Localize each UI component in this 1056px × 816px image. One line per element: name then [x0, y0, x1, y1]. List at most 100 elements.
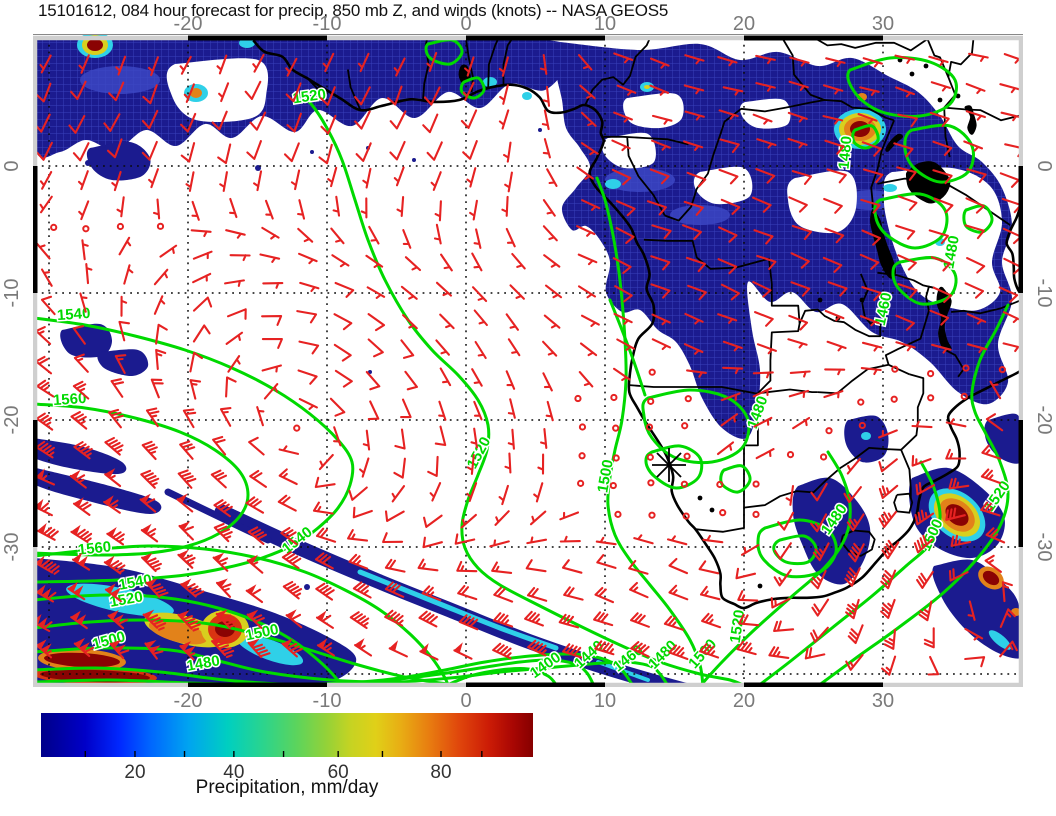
wind-barb: [819, 453, 828, 461]
contour-label: 1480: [836, 135, 856, 170]
wind-barb: [594, 640, 615, 656]
wind-barb: [542, 85, 551, 107]
wind-barb: [314, 476, 336, 489]
wind-barb: [895, 314, 915, 331]
wind-barb: [826, 340, 847, 352]
wind-barb: [648, 368, 656, 376]
wind-barb: [527, 639, 547, 657]
wind-barb: [683, 84, 705, 95]
wind-barb: [860, 367, 882, 376]
wind-barb: [558, 613, 580, 629]
wind-barb: [314, 552, 334, 570]
wind-barb: [50, 223, 58, 232]
wind-barb: [810, 569, 827, 590]
wind-barb: [179, 440, 196, 460]
wind-barb: [68, 114, 86, 134]
precip-gap: [787, 170, 857, 234]
wind-barb: [281, 638, 303, 658]
wind-barb: [650, 255, 671, 271]
terrain-dot: [882, 249, 888, 255]
wind-barb: [895, 86, 916, 98]
wind-barb: [498, 484, 509, 506]
wind-barb: [897, 283, 918, 299]
wind-barb: [400, 339, 415, 359]
wind-barb: [434, 425, 447, 447]
wind-barb: [145, 578, 169, 598]
wind-barb: [542, 225, 558, 242]
wind-barb: [103, 113, 121, 132]
wind-barb: [686, 369, 707, 378]
wind-barb: [225, 331, 244, 345]
wind-barb: [505, 313, 519, 331]
wind-barb: [577, 54, 593, 71]
wind-barb: [499, 84, 509, 105]
colorbar-tick-label: 80: [430, 762, 451, 783]
wind-barb: [915, 481, 936, 496]
wind-barb: [752, 281, 772, 298]
height-contour-loop-1480: [903, 123, 975, 184]
wind-barb: [610, 393, 618, 402]
wind-barb: [360, 197, 368, 219]
wind-barb: [286, 112, 302, 133]
wind-barb: [466, 482, 478, 503]
wind-barb: [140, 469, 160, 489]
wind-barb: [471, 286, 488, 303]
wind-barb: [701, 612, 722, 629]
axis-label-bottom: 10: [594, 690, 616, 712]
wind-barb: [457, 584, 478, 601]
precip-speck: [310, 150, 314, 154]
wind-barb: [69, 469, 87, 489]
wind-barb: [259, 253, 281, 263]
wind-barb: [35, 355, 53, 375]
wind-barb: [116, 196, 125, 218]
wind-barb: [770, 596, 791, 609]
wind-barb: [216, 54, 228, 75]
wind-barb: [35, 468, 56, 486]
wind-barb: [474, 340, 487, 360]
wind-barb: [153, 295, 166, 315]
wind-barb: [633, 534, 654, 545]
wind-barb: [1002, 311, 1023, 324]
wind-barb: [315, 610, 334, 629]
wind-barb: [716, 480, 724, 489]
precip-core-cyan: [522, 92, 532, 100]
height-contour-1500: [595, 176, 705, 687]
wind-barb: [577, 285, 597, 299]
wind-barb: [890, 395, 898, 403]
wind-barb: [498, 109, 510, 130]
wind-barb: [543, 314, 561, 329]
wind-barb: [788, 80, 809, 91]
wind-barb: [469, 199, 478, 221]
wind-barb: [422, 113, 439, 134]
wind-barb: [327, 166, 338, 188]
wind-barb: [579, 84, 596, 100]
wind-barb: [213, 499, 233, 518]
wind-barb: [933, 197, 954, 214]
precip-core-cyan: [605, 179, 621, 189]
wind-barb: [845, 598, 860, 620]
wind-barb: [716, 441, 735, 456]
height-contour-1500: [756, 460, 942, 687]
wind-barb: [543, 254, 561, 268]
wind-barb: [362, 167, 372, 189]
wind-barb: [698, 560, 720, 575]
wind-barb: [393, 57, 406, 77]
precip-gap: [623, 93, 684, 129]
wind-barb: [843, 486, 862, 504]
wind-barb: [719, 138, 740, 154]
wind-barb: [580, 314, 600, 327]
wind-barb: [754, 311, 774, 327]
wind-barb: [984, 554, 1002, 573]
wind-barb: [427, 455, 439, 477]
wind-barb: [106, 527, 125, 546]
precip-speck: [583, 118, 587, 122]
height-contour-1520: [816, 303, 1010, 687]
wind-barb: [348, 553, 369, 570]
wind-barb: [470, 427, 478, 449]
wind-barb: [318, 453, 334, 471]
wind-barb: [752, 480, 760, 488]
wind-barb: [229, 197, 238, 219]
precip-light-patch: [670, 205, 730, 225]
wind-barb: [354, 86, 371, 106]
wind-barb: [78, 54, 90, 74]
